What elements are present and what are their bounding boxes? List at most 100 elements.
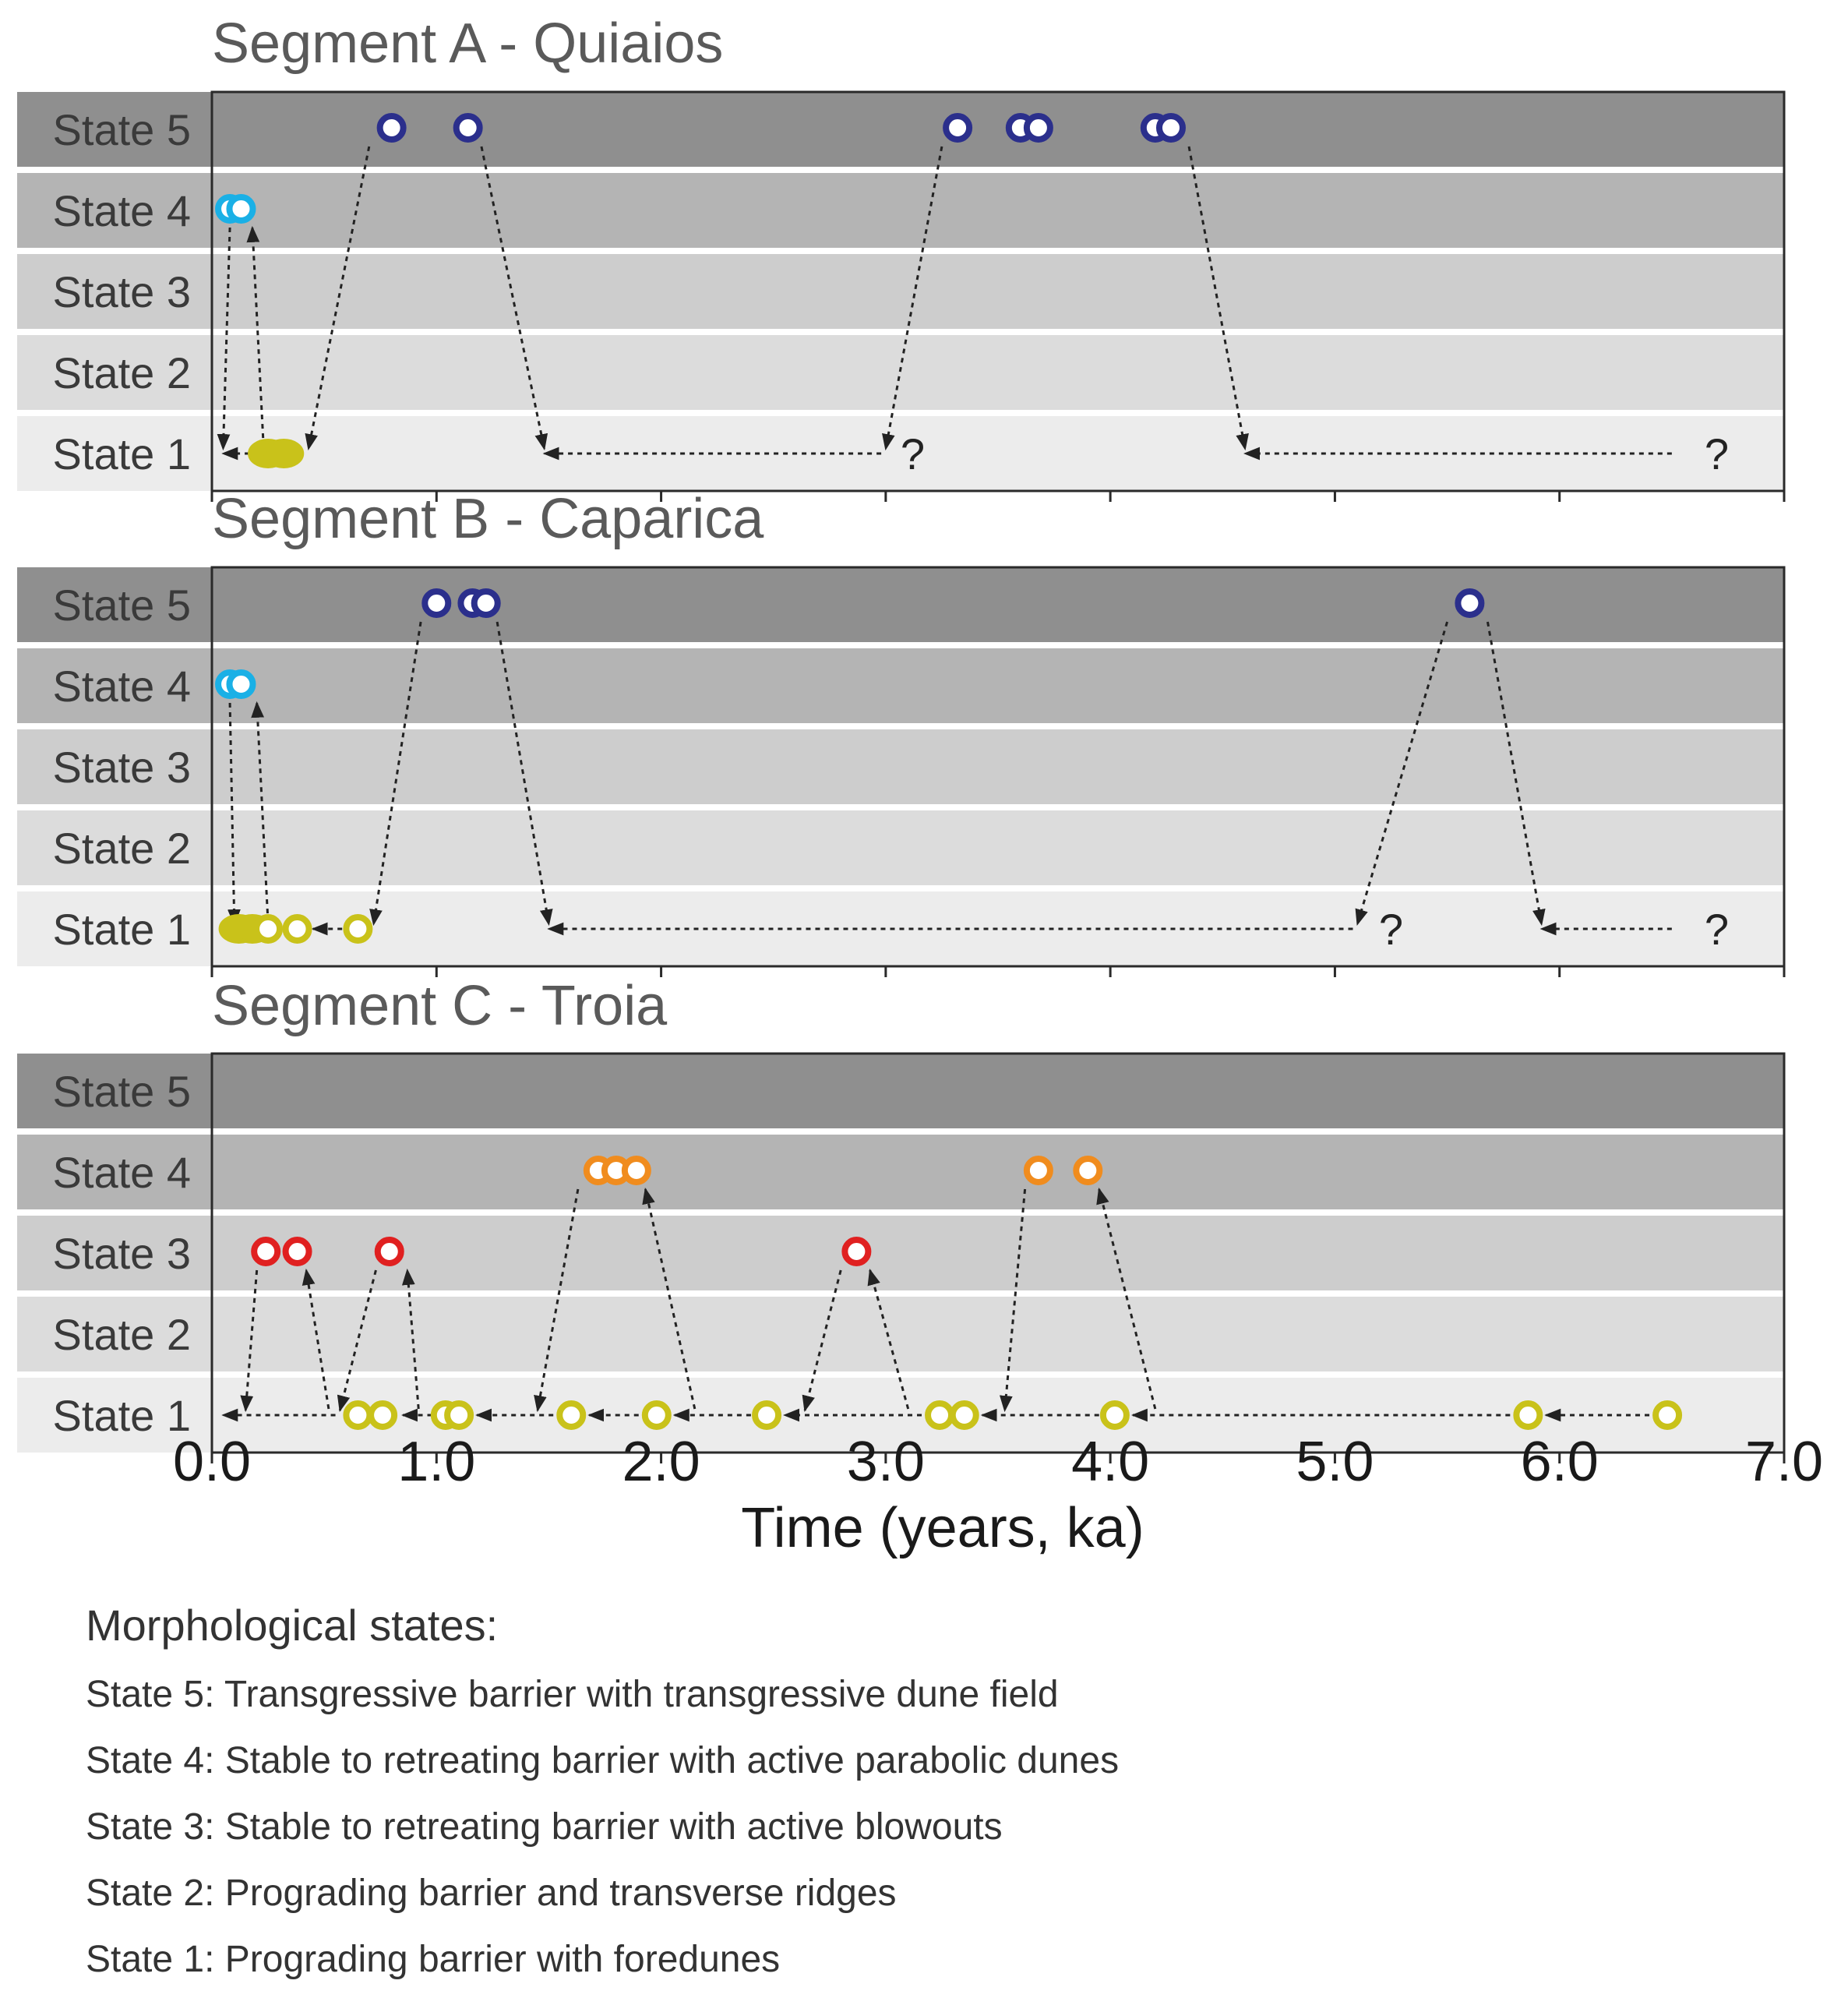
state-band xyxy=(17,1216,1784,1290)
state-band xyxy=(17,810,1784,885)
segment-panel-c: Segment C - Troia State 5 State 4 State 3 St… xyxy=(17,975,1786,1463)
data-point xyxy=(374,1237,404,1266)
x-tick-label: 7.0 xyxy=(1745,1431,1823,1493)
state-label: State 2 xyxy=(53,1310,191,1359)
segment-title: Segment A - Quiaios xyxy=(212,12,723,75)
data-point xyxy=(1023,113,1053,143)
transition-arrow xyxy=(1355,621,1449,927)
segment-panel-b: Segment B - Caparica State 5 State 4 State … xyxy=(17,488,1786,977)
data-point xyxy=(453,113,483,143)
data-point xyxy=(621,1156,651,1185)
data-point xyxy=(1073,1156,1103,1185)
legend-item-state4: State 4: Stable to retreating barrier wi… xyxy=(86,1740,1119,1781)
plot-frame xyxy=(210,90,1786,492)
data-point xyxy=(556,1400,587,1430)
transition-arrow xyxy=(534,1188,580,1413)
legend: Morphological states: State 5: Transgres… xyxy=(86,1601,1119,1980)
data-point xyxy=(282,1237,312,1266)
x-tick-label: 3.0 xyxy=(847,1431,925,1493)
data-point xyxy=(1099,1400,1130,1430)
data-point xyxy=(263,439,305,468)
x-tick-label: 0.0 xyxy=(173,1431,251,1493)
state-label: State 2 xyxy=(53,824,191,873)
x-tick-label: 2.0 xyxy=(622,1431,700,1493)
segment-panel-a: Segment A - Quiaios State 5 State 4 State 3… xyxy=(17,12,1786,502)
state-label: State 4 xyxy=(53,186,191,235)
state-label: State 4 xyxy=(53,1148,191,1197)
transition-arrow xyxy=(369,621,422,927)
data-point xyxy=(282,914,312,944)
state-label: State 3 xyxy=(53,1229,191,1278)
state-label: State 1 xyxy=(53,905,191,954)
data-point xyxy=(421,588,452,618)
legend-item-state3: State 3: Stable to retreating barrier wi… xyxy=(86,1806,1003,1848)
state-label: State 5 xyxy=(53,105,191,154)
state-label: State 5 xyxy=(53,581,191,630)
plot-frame xyxy=(210,566,1786,968)
state-band xyxy=(17,1054,1784,1128)
state-band xyxy=(17,648,1784,723)
legend-item-state5: State 5: Transgressive barrier with tran… xyxy=(86,1674,1059,1715)
chart-panels: Segment A - Quiaios State 5 State 4 State 3… xyxy=(17,12,1786,1463)
state-band xyxy=(17,173,1784,248)
x-axis: 0.0 1.0 2.0 3.0 4.0 5.0 6.0 7.0 xyxy=(173,1431,1823,1493)
data-point xyxy=(343,914,373,944)
state-band xyxy=(17,567,1784,642)
legend-title: Morphological states: xyxy=(86,1601,498,1650)
state-band xyxy=(17,1297,1784,1371)
legend-item-state2: State 2: Prograding barrier and transver… xyxy=(86,1873,897,1914)
uncertain-marker: ? xyxy=(1705,429,1729,478)
state-label: State 5 xyxy=(53,1067,191,1116)
data-point xyxy=(1023,1156,1053,1185)
state-label: State 2 xyxy=(53,348,191,397)
x-tick-label: 6.0 xyxy=(1521,1431,1599,1493)
transition-arrow xyxy=(1096,1187,1157,1410)
state-band xyxy=(17,335,1784,410)
data-point xyxy=(641,1400,672,1430)
transition-arrow xyxy=(1187,146,1249,451)
transition-arrow xyxy=(642,1187,697,1410)
data-point xyxy=(226,669,256,699)
data-point xyxy=(752,1400,782,1430)
plot-frame xyxy=(210,1052,1786,1454)
state-band xyxy=(17,1135,1784,1209)
data-point xyxy=(841,1237,872,1266)
transition-arrow xyxy=(496,621,553,927)
data-point xyxy=(343,1400,373,1430)
transition-arrow xyxy=(401,1268,420,1410)
data-point xyxy=(1513,1400,1543,1430)
data-point xyxy=(949,1400,979,1430)
data-point xyxy=(925,1400,955,1430)
x-tick-label: 1.0 xyxy=(397,1431,475,1493)
uncertain-marker: ? xyxy=(1379,905,1403,954)
transition-arrow xyxy=(1486,621,1546,927)
state-label: State 3 xyxy=(53,743,191,792)
data-point xyxy=(1652,1400,1683,1430)
uncertain-marker: ? xyxy=(1705,905,1729,954)
segment-title: Segment C - Troia xyxy=(212,975,668,1037)
state-label: State 3 xyxy=(53,267,191,316)
state-band xyxy=(17,729,1784,804)
data-point xyxy=(226,194,256,224)
state-label: State 1 xyxy=(53,1391,191,1440)
data-point xyxy=(943,113,973,143)
data-point xyxy=(471,588,501,618)
segment-title: Segment B - Caparica xyxy=(212,488,764,550)
data-point xyxy=(251,1237,281,1266)
data-point xyxy=(253,914,284,944)
transition-arrow xyxy=(305,146,371,451)
data-point xyxy=(376,113,407,143)
state-band xyxy=(17,92,1784,167)
transition-arrow xyxy=(882,146,943,451)
data-point xyxy=(1455,588,1485,618)
x-tick-label: 4.0 xyxy=(1071,1431,1149,1493)
state-label: State 4 xyxy=(53,662,191,711)
legend-item-state1: State 1: Prograding barrier with foredun… xyxy=(86,1939,780,1980)
data-point xyxy=(1155,113,1186,143)
data-point xyxy=(368,1400,398,1430)
x-axis-title: Time (years, ka) xyxy=(741,1497,1144,1559)
uncertain-marker: ? xyxy=(901,429,925,478)
state-band xyxy=(17,254,1784,329)
state-label: State 1 xyxy=(53,429,191,478)
